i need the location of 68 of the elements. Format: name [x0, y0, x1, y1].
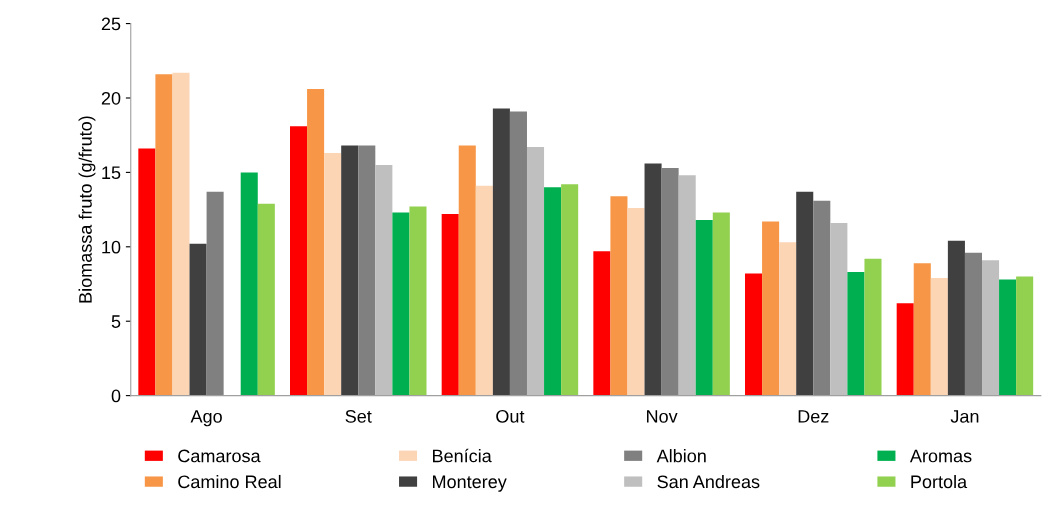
bar — [847, 272, 865, 396]
bar — [240, 172, 258, 396]
bar — [526, 147, 545, 396]
bar — [492, 108, 510, 396]
bar — [307, 89, 325, 396]
bar — [358, 145, 376, 396]
bar — [206, 191, 224, 396]
legend-label: Monterey — [433, 475, 507, 492]
bar — [324, 153, 342, 396]
bar — [544, 187, 562, 396]
y-tick-label: 10 — [102, 240, 121, 254]
y-tick-label: 0 — [111, 389, 121, 403]
legend-label: Camino Real — [178, 474, 281, 489]
bar — [913, 263, 931, 396]
x-tick-label: Set — [345, 409, 372, 423]
bar — [1016, 276, 1034, 396]
legend-label: Benícia — [433, 448, 492, 463]
y-tick-label: 25 — [101, 17, 121, 31]
bar — [257, 203, 275, 396]
y-axis-title: Biomassa fruto (g/fruto) — [78, 116, 96, 303]
legend-label: Camarosa — [178, 449, 261, 463]
bar — [475, 185, 493, 396]
y-tick-label: 5 — [111, 315, 121, 328]
x-tick-label: Out — [496, 409, 525, 423]
bar — [695, 220, 713, 396]
bar — [796, 191, 814, 396]
x-tick-label: Jan — [950, 410, 979, 423]
bar — [930, 278, 948, 396]
bar — [290, 126, 308, 396]
x-tick-label: Ago — [190, 410, 222, 427]
bar — [392, 212, 410, 396]
x-tick-label: Dez — [798, 410, 829, 423]
bar — [644, 163, 662, 396]
bar — [509, 111, 527, 396]
bar — [779, 242, 797, 396]
bar — [762, 221, 780, 396]
legend-label: Portola — [911, 474, 968, 489]
legend-label: San Andreas — [657, 474, 760, 489]
bar — [712, 212, 730, 396]
legend-label: Albion — [656, 449, 706, 463]
bar — [830, 222, 848, 396]
bar — [627, 208, 645, 396]
bar — [982, 260, 1000, 396]
bar — [172, 72, 190, 396]
y-tick-label: 20 — [101, 91, 121, 105]
bar — [964, 252, 982, 396]
bar — [947, 240, 965, 396]
legend-label: Aromas — [909, 449, 972, 463]
bar — [896, 303, 914, 396]
bar — [458, 145, 476, 396]
bar — [661, 167, 679, 396]
bar — [593, 251, 611, 396]
bar — [745, 273, 763, 396]
bar — [678, 175, 696, 396]
bar — [610, 196, 628, 396]
bar — [155, 74, 173, 396]
bar — [561, 184, 579, 396]
y-tick-label: 15 — [102, 166, 121, 180]
bar — [409, 206, 427, 396]
bar — [138, 148, 156, 396]
bar — [341, 145, 359, 396]
bar — [441, 214, 459, 396]
bar — [375, 164, 393, 396]
bar — [189, 243, 207, 396]
bar — [813, 200, 831, 396]
bar — [864, 258, 882, 396]
bar — [999, 279, 1017, 396]
x-tick-label: Nov — [647, 410, 678, 423]
